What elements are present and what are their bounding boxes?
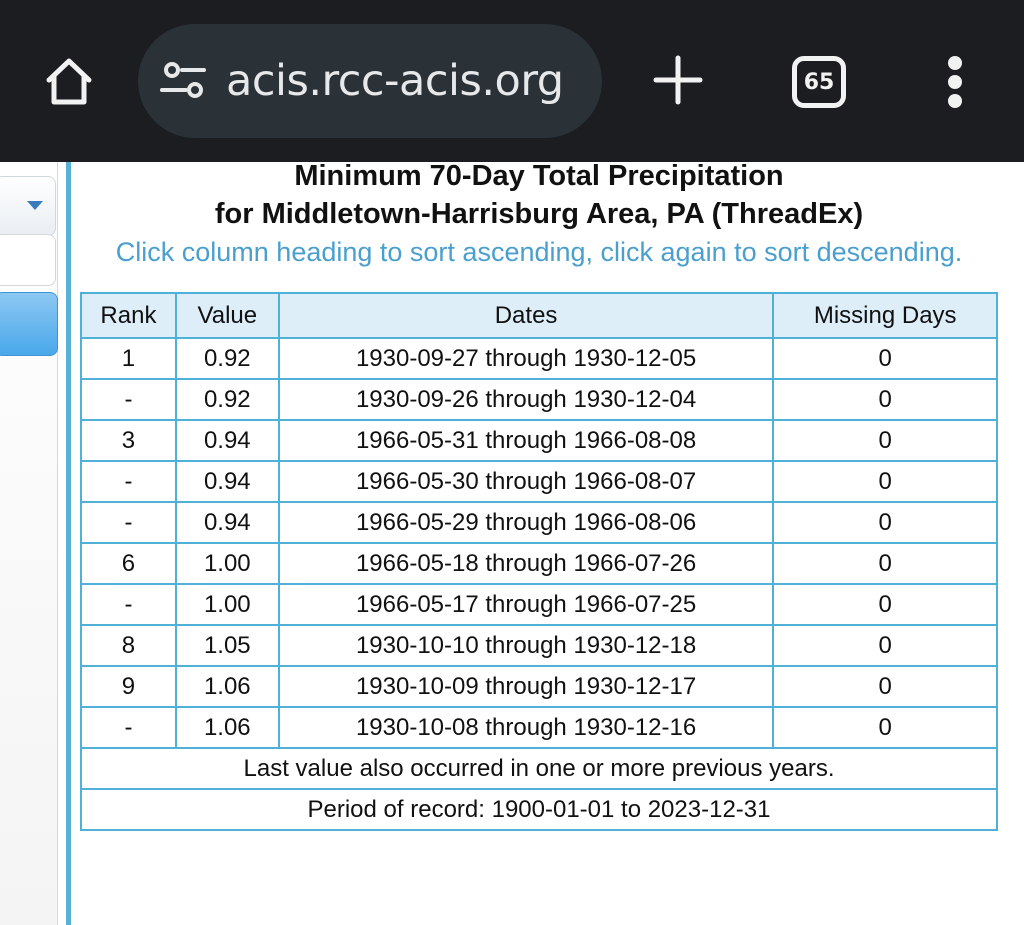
cell-value: 0.92 — [174, 337, 280, 380]
cell-missing: 0 — [772, 624, 998, 667]
cell-rank: - — [80, 378, 177, 421]
plus-icon[interactable] — [650, 52, 706, 108]
browser-toolbar: acis.rcc-acis.org 65 — [0, 0, 1024, 162]
table-row: 8 1.05 1930-10-10 through 1930-12-18 0 — [80, 624, 998, 667]
column-header-missing-days[interactable]: Missing Days — [772, 292, 998, 339]
cell-missing: 0 — [772, 419, 998, 462]
cell-dates: 1930-10-08 through 1930-12-16 — [277, 706, 775, 749]
table-footer-row: Period of record: 1900-01-01 to 2023-12-… — [80, 788, 998, 831]
cell-dates: 1930-10-10 through 1930-12-18 — [277, 624, 775, 667]
cell-missing: 0 — [772, 665, 998, 708]
cell-rank: 3 — [80, 419, 177, 462]
cell-value: 1.05 — [174, 624, 280, 667]
period-of-record: Period of record: 1900-01-01 to 2023-12-… — [80, 788, 998, 831]
cell-value: 0.94 — [174, 419, 280, 462]
results-table: Rank Value Dates Missing Days 1 0.92 193… — [80, 292, 998, 831]
tab-count: 65 — [803, 69, 835, 95]
table-row: - 0.94 1966-05-29 through 1966-08-06 0 — [80, 501, 998, 544]
cell-missing: 0 — [772, 583, 998, 626]
address-bar[interactable]: acis.rcc-acis.org — [138, 24, 602, 138]
cell-value: 0.92 — [174, 378, 280, 421]
table-row: - 1.00 1966-05-17 through 1966-07-25 0 — [80, 583, 998, 626]
table-row: - 0.94 1966-05-30 through 1966-08-07 0 — [80, 460, 998, 503]
cell-value: 1.00 — [174, 542, 280, 585]
cell-dates: 1930-10-09 through 1930-12-17 — [277, 665, 775, 708]
table-header-row: Rank Value Dates Missing Days — [80, 292, 998, 339]
panel-divider — [66, 162, 71, 925]
footer-note: Last value also occurred in one or more … — [80, 747, 998, 790]
table-row: - 1.06 1930-10-08 through 1930-12-16 0 — [80, 706, 998, 749]
sidebar-active-button[interactable] — [0, 292, 58, 356]
table-row: 9 1.06 1930-10-09 through 1930-12-17 0 — [80, 665, 998, 708]
sidebar-dropdown[interactable] — [0, 176, 56, 236]
cell-rank: 1 — [80, 337, 177, 380]
cell-missing: 0 — [772, 337, 998, 380]
cell-rank: - — [80, 583, 177, 626]
sort-hint: Click column heading to sort ascending, … — [115, 237, 963, 267]
home-button[interactable] — [38, 50, 100, 112]
url-text[interactable]: acis.rcc-acis.org — [226, 56, 564, 106]
tune-icon[interactable] — [160, 60, 206, 100]
cell-dates: 1930-09-27 through 1930-12-05 — [277, 337, 775, 380]
table-row: 6 1.00 1966-05-18 through 1966-07-26 0 — [80, 542, 998, 585]
table-footer-row: Last value also occurred in one or more … — [80, 747, 998, 790]
table-row: 3 0.94 1966-05-31 through 1966-08-08 0 — [80, 419, 998, 462]
column-header-value[interactable]: Value — [174, 292, 280, 339]
cell-rank: - — [80, 460, 177, 503]
column-header-dates[interactable]: Dates — [277, 292, 775, 339]
cell-value: 1.06 — [174, 706, 280, 749]
cell-dates: 1930-09-26 through 1930-12-04 — [277, 378, 775, 421]
cell-value: 0.94 — [174, 501, 280, 544]
cell-rank: - — [80, 706, 177, 749]
cell-rank: 8 — [80, 624, 177, 667]
home-icon — [46, 58, 92, 105]
cell-missing: 0 — [772, 542, 998, 585]
cell-missing: 0 — [772, 501, 998, 544]
page-subtitle: for Middletown-Harrisburg Area, PA (Thre… — [214, 198, 864, 230]
cell-value: 1.06 — [174, 665, 280, 708]
cell-rank: 9 — [80, 665, 177, 708]
kebab-menu-icon[interactable] — [936, 52, 976, 112]
table-row: 1 0.92 1930-09-27 through 1930-12-05 0 — [80, 337, 998, 380]
cell-missing: 0 — [772, 460, 998, 503]
cell-value: 0.94 — [174, 460, 280, 503]
cell-missing: 0 — [772, 378, 998, 421]
page-title: Minimum 70-Day Total Precipitation — [294, 160, 784, 192]
cell-dates: 1966-05-30 through 1966-08-07 — [277, 460, 775, 503]
chevron-down-icon — [27, 201, 43, 210]
column-header-rank[interactable]: Rank — [80, 292, 177, 339]
cell-dates: 1966-05-29 through 1966-08-06 — [277, 501, 775, 544]
cell-rank: 6 — [80, 542, 177, 585]
cell-rank: - — [80, 501, 177, 544]
left-sidebar — [0, 162, 58, 925]
tab-switcher-button[interactable]: 65 — [792, 56, 846, 108]
sidebar-input[interactable] — [0, 234, 56, 286]
cell-dates: 1966-05-31 through 1966-08-08 — [277, 419, 775, 462]
cell-dates: 1966-05-17 through 1966-07-25 — [277, 583, 775, 626]
table-row: - 0.92 1930-09-26 through 1930-12-04 0 — [80, 378, 998, 421]
cell-value: 1.00 — [174, 583, 280, 626]
cell-missing: 0 — [772, 706, 998, 749]
cell-dates: 1966-05-18 through 1966-07-26 — [277, 542, 775, 585]
